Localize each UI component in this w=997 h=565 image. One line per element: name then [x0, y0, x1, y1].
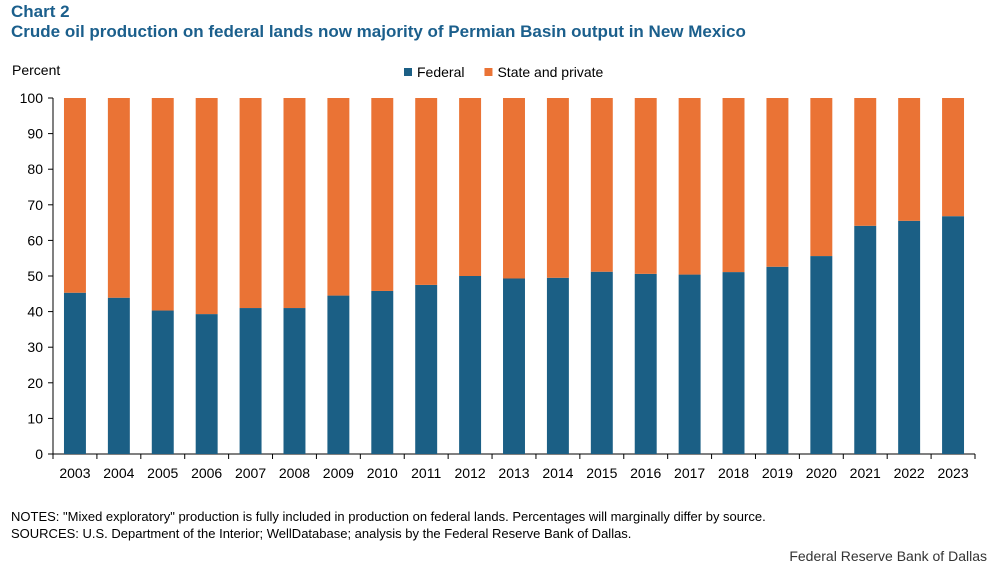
- x-tick-label: 2004: [103, 465, 134, 481]
- bar-federal: [415, 284, 438, 454]
- chart-number: Chart 2: [11, 2, 70, 21]
- legend-label-federal: Federal: [417, 64, 464, 80]
- bar-federal: [63, 292, 86, 454]
- x-tick-label: 2011: [411, 465, 441, 481]
- bar-state-private: [327, 98, 350, 296]
- y-tick-label: 30: [27, 339, 43, 355]
- notes-block: NOTES: "Mixed exploratory" production is…: [11, 508, 766, 542]
- bar-state-private: [503, 98, 525, 279]
- bar-federal: [107, 297, 130, 454]
- credit-text: Federal Reserve Bank of Dallas: [789, 548, 987, 564]
- stacked-bar-chart: Percent 0 10 20 30 40 50 60 70 80 90 100 2003 2004 200…: [12, 62, 976, 481]
- bar-federal: [722, 272, 745, 454]
- x-tick-label: 2009: [323, 465, 354, 481]
- x-tick-label: 2018: [718, 465, 749, 481]
- bar-state-private: [766, 98, 789, 267]
- x-tick-label: 2023: [937, 465, 968, 481]
- bar-federal: [195, 314, 218, 454]
- bar-federal: [503, 278, 525, 454]
- bar-federal: [854, 225, 877, 454]
- bar-state-private: [151, 98, 174, 311]
- bar-state-private: [459, 98, 482, 276]
- y-tick-label: 0: [35, 446, 43, 462]
- bar-federal: [590, 271, 613, 454]
- bar-state-private: [239, 98, 262, 309]
- x-tick-label: 2022: [894, 465, 925, 481]
- bar-federal: [546, 277, 569, 454]
- bar-federal: [678, 274, 701, 454]
- y-tick-label: 80: [27, 161, 43, 177]
- y-tick-label: 90: [27, 126, 43, 142]
- x-tick-label: 2012: [455, 465, 486, 481]
- bar-federal: [634, 273, 657, 454]
- legend-swatch-federal: [404, 68, 412, 76]
- x-tick-label: 2003: [59, 465, 90, 481]
- x-tick-label: 2005: [147, 465, 178, 481]
- y-tick-label: 60: [27, 232, 43, 248]
- x-tick-label: 2014: [542, 465, 573, 481]
- x-tick-label: 2006: [191, 465, 222, 481]
- x-tick-label: 2020: [806, 465, 837, 481]
- bar-state-private: [107, 98, 130, 298]
- x-tick-label: 2019: [762, 465, 793, 481]
- sources-text: SOURCES: U.S. Department of the Interior…: [11, 526, 632, 541]
- x-tick-label: 2013: [498, 465, 529, 481]
- x-tick-label: 2008: [279, 465, 310, 481]
- bar-federal: [942, 216, 965, 454]
- bar-state-private: [722, 98, 745, 273]
- x-tick-label: 2016: [630, 465, 661, 481]
- y-tick-label: 10: [27, 410, 43, 426]
- bar-federal: [371, 290, 394, 454]
- y-axis-label: Percent: [12, 62, 60, 78]
- chart-title: Crude oil production on federal lands no…: [11, 22, 746, 41]
- x-tick-label: 2007: [235, 465, 266, 481]
- bar-state-private: [898, 98, 921, 221]
- bar-state-private: [810, 98, 833, 257]
- bar-state-private: [415, 98, 438, 285]
- y-tick-label: 70: [27, 197, 43, 213]
- bar-federal: [151, 310, 174, 454]
- bar-state-private: [195, 98, 218, 315]
- y-tick-label: 100: [20, 90, 44, 106]
- bar-federal: [327, 295, 350, 454]
- bar-state-private: [678, 98, 701, 275]
- bar-state-private: [590, 98, 613, 272]
- notes-text: NOTES: "Mixed exploratory" production is…: [11, 509, 766, 524]
- bar-federal: [898, 220, 921, 454]
- bar-federal: [283, 308, 306, 454]
- bar-federal: [459, 276, 482, 454]
- bar-state-private: [283, 98, 306, 309]
- bar-state-private: [546, 98, 569, 278]
- bar-federal: [239, 308, 262, 454]
- bar-state-private: [634, 98, 657, 274]
- legend-label-state-private: State and private: [497, 64, 603, 80]
- y-tick-label: 50: [27, 268, 43, 284]
- bar-state-private: [371, 98, 394, 291]
- y-tick-label: 40: [27, 304, 43, 320]
- bar-federal: [810, 256, 833, 454]
- x-tick-label: 2010: [367, 465, 398, 481]
- bar-federal: [766, 266, 789, 454]
- bar-state-private: [63, 98, 86, 293]
- bar-state-private: [942, 98, 965, 217]
- legend-swatch-state-private: [484, 68, 493, 76]
- bar-state-private: [854, 98, 877, 226]
- x-tick-label: 2017: [674, 465, 705, 481]
- x-tick-label: 2021: [850, 465, 881, 481]
- x-tick-label: 2015: [586, 465, 617, 481]
- y-tick-label: 20: [27, 375, 43, 391]
